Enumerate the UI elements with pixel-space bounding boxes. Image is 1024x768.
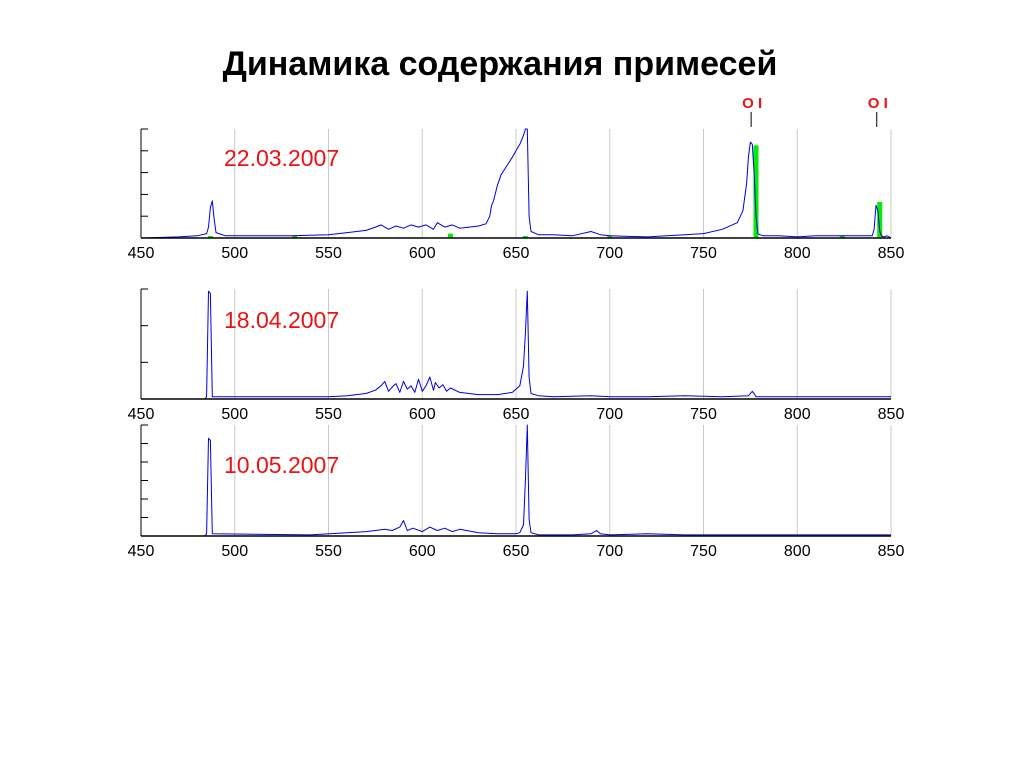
x-tick-label: 700 bbox=[596, 543, 623, 560]
x-tick-label: 700 bbox=[596, 245, 623, 262]
date-annotation: 22.03.2007 bbox=[224, 145, 339, 171]
x-tick-label: 600 bbox=[409, 406, 436, 423]
spectrum-panel-2: 450 500 550 600 650 700 750 800 850 18.04.2007 bbox=[128, 288, 905, 423]
x-tick-label: 700 bbox=[596, 406, 623, 423]
line-marker bbox=[607, 236, 613, 238]
spectrum-line bbox=[189, 424, 891, 537]
line-marker bbox=[753, 145, 759, 238]
x-tick-label: 450 bbox=[128, 543, 155, 560]
x-tick-label: 850 bbox=[878, 406, 905, 423]
oxygen-line-label: O I bbox=[742, 95, 762, 112]
x-tick-label: 550 bbox=[315, 406, 342, 423]
page-title: Динамика содержания примесей bbox=[222, 45, 778, 83]
date-annotation: 10.05.2007 bbox=[224, 452, 339, 478]
x-tick-label: 850 bbox=[878, 245, 905, 262]
oxygen-line-label: O I bbox=[868, 95, 888, 112]
x-tick-label: 450 bbox=[128, 406, 155, 423]
x-tick-label: 500 bbox=[221, 245, 248, 262]
spectrum-panel-1: 450 500 550 600 650 700 750 800 850 22.03.2007 O I… bbox=[128, 95, 905, 262]
x-tick-label: 650 bbox=[503, 543, 530, 560]
x-tick-label: 550 bbox=[315, 245, 342, 262]
line-marker bbox=[207, 236, 213, 238]
x-tick-label: 500 bbox=[221, 543, 248, 560]
x-tick-label: 750 bbox=[690, 245, 717, 262]
line-marker bbox=[877, 202, 883, 238]
line-marker bbox=[522, 236, 528, 238]
x-tick-label: 750 bbox=[690, 543, 717, 560]
x-tick-label: 850 bbox=[878, 543, 905, 560]
x-tick-label: 500 bbox=[221, 406, 248, 423]
date-annotation: 18.04.2007 bbox=[224, 307, 339, 333]
x-tick-label: 600 bbox=[409, 543, 436, 560]
x-tick-label: 800 bbox=[784, 406, 811, 423]
spectrum-panel-3: 450 500 550 600 650 700 750 800 850 10.05.2007 bbox=[128, 424, 905, 560]
x-tick-label: 550 bbox=[315, 543, 342, 560]
x-tick-label: 800 bbox=[784, 543, 811, 560]
line-marker bbox=[292, 236, 298, 238]
x-tick-label: 600 bbox=[409, 245, 436, 262]
x-tick-label: 450 bbox=[128, 245, 155, 262]
spectrum-line bbox=[140, 128, 892, 239]
spectrum-line bbox=[204, 290, 891, 400]
line-marker bbox=[447, 233, 453, 238]
x-tick-label: 650 bbox=[503, 406, 530, 423]
line-marker bbox=[839, 236, 845, 238]
x-tick-label: 750 bbox=[690, 406, 717, 423]
x-tick-label: 650 bbox=[503, 245, 530, 262]
x-tick-label: 800 bbox=[784, 245, 811, 262]
